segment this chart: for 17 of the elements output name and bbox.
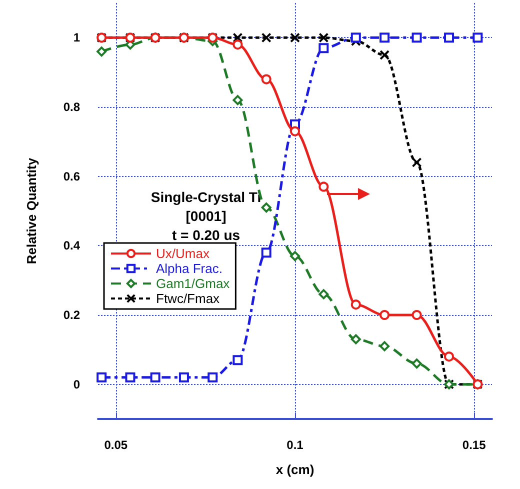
y-axis-title: Relative Quantity	[24, 157, 39, 264]
y-tick-label: 0.8	[63, 100, 80, 114]
annotation: [0001]	[186, 208, 226, 224]
legend-label: Gam1/Gmax	[156, 276, 230, 291]
x-tick-label: 0.15	[462, 438, 486, 452]
legend-label: Ux/Umax	[156, 246, 210, 261]
x-tick-label: 0.1	[286, 438, 304, 452]
y-tick-label: 0	[73, 377, 80, 392]
y-tick-label: 1	[73, 30, 80, 45]
y-tick-label: 0.6	[63, 169, 80, 184]
legend-label: Ftwc/Fmax	[156, 291, 220, 306]
x-axis-title: x (cm)	[276, 462, 314, 477]
x-tick-label: 0.05	[104, 438, 128, 452]
y-tick-label: 0.4	[63, 238, 80, 253]
y-tick-label: 0.2	[63, 308, 80, 322]
annotation: t = 0.20 us	[172, 227, 240, 243]
legend-label: Alpha Frac.	[156, 261, 222, 276]
